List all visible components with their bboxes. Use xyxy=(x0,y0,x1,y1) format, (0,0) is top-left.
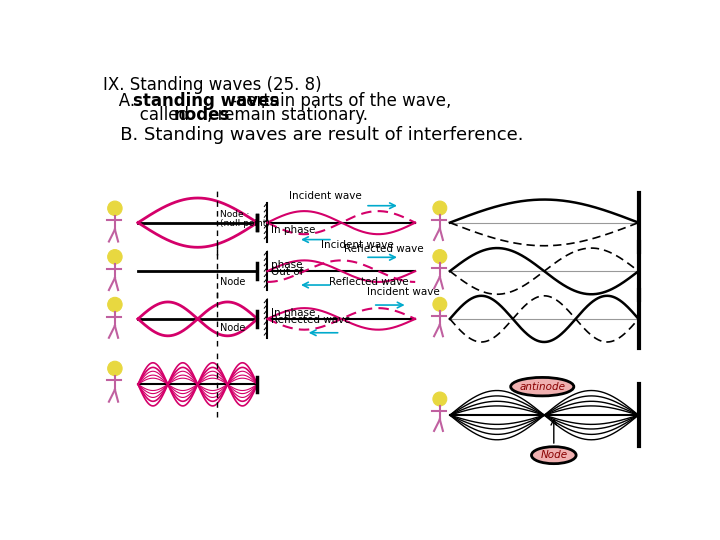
Circle shape xyxy=(108,201,122,215)
Text: Incident wave: Incident wave xyxy=(367,287,440,298)
Circle shape xyxy=(433,298,447,311)
Text: (null point): (null point) xyxy=(220,219,269,228)
Circle shape xyxy=(433,392,447,406)
Text: Node: Node xyxy=(220,323,245,333)
Text: B. Standing waves are result of interference.: B. Standing waves are result of interfer… xyxy=(102,126,523,144)
Text: A.: A. xyxy=(102,92,140,110)
Text: Incident wave: Incident wave xyxy=(321,240,394,249)
Text: nodes: nodes xyxy=(174,106,230,124)
Text: , remain stationary.: , remain stationary. xyxy=(207,106,368,124)
Text: Reflected wave: Reflected wave xyxy=(271,315,351,325)
Text: In phase: In phase xyxy=(271,308,315,318)
Circle shape xyxy=(433,201,447,215)
Text: called: called xyxy=(102,106,194,124)
Text: Node: Node xyxy=(540,450,567,460)
Text: IX. Standing waves (25. 8): IX. Standing waves (25. 8) xyxy=(102,76,321,93)
Circle shape xyxy=(433,249,447,264)
Text: standing waves: standing waves xyxy=(133,92,279,110)
Circle shape xyxy=(108,298,122,312)
Ellipse shape xyxy=(531,447,576,464)
Text: Incident wave: Incident wave xyxy=(289,191,361,201)
Text: Reflected wave: Reflected wave xyxy=(344,244,424,254)
Text: Reflected wave: Reflected wave xyxy=(329,278,408,287)
Circle shape xyxy=(108,249,122,264)
Ellipse shape xyxy=(510,377,574,396)
Text: phase: phase xyxy=(271,260,302,271)
Text: Node: Node xyxy=(220,278,245,287)
Circle shape xyxy=(108,361,122,376)
Text: -certain parts of the wave,: -certain parts of the wave, xyxy=(226,92,451,110)
Text: antinode: antinode xyxy=(519,382,565,392)
Text: Node ·: Node · xyxy=(220,210,249,219)
Text: In phase: In phase xyxy=(271,225,315,235)
Text: Out of: Out of xyxy=(271,267,304,278)
